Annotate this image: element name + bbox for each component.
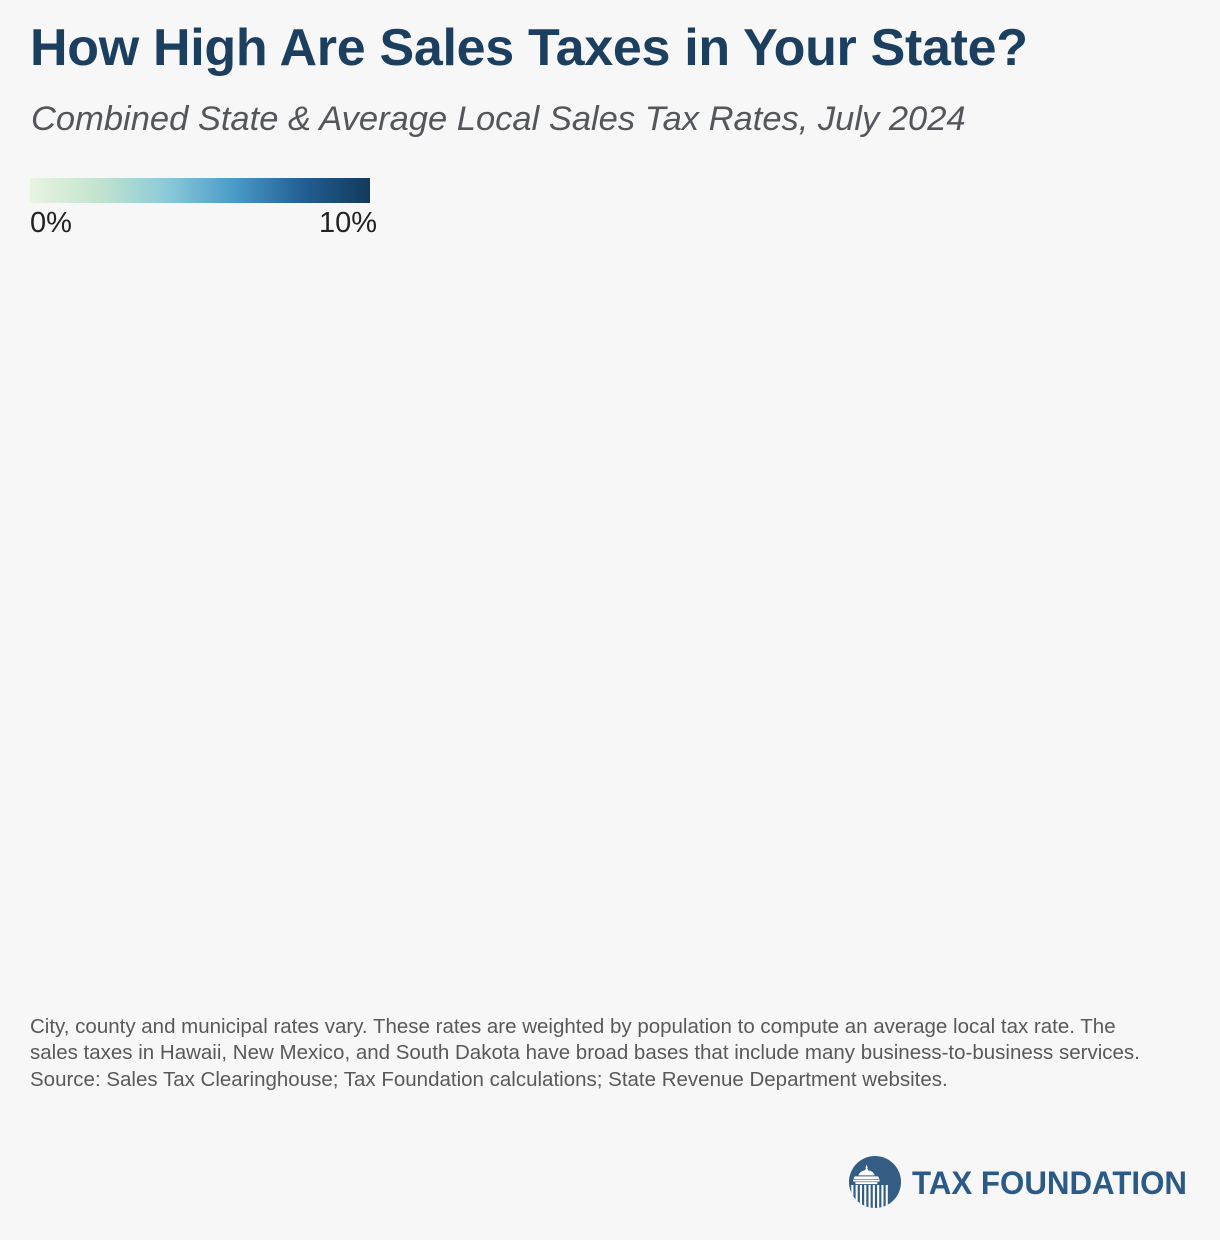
svg-text:TAX FOUNDATION: TAX FOUNDATION [912,1165,1187,1201]
